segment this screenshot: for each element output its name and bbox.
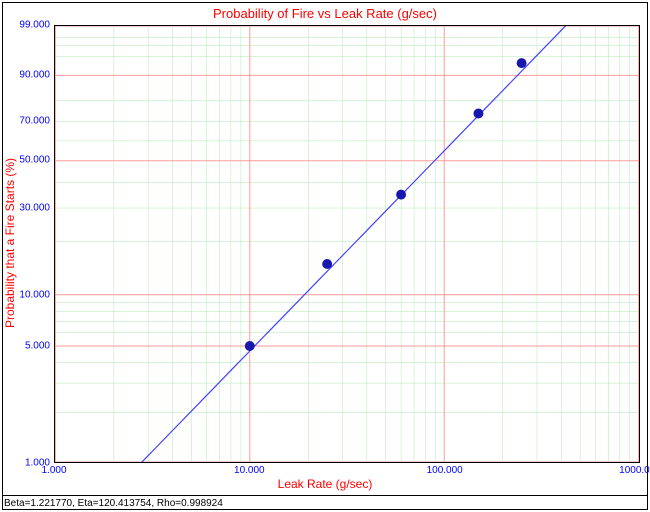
y-tick-label: 90.000 — [10, 69, 50, 80]
footer-divider — [2, 495, 648, 496]
y-tick-label: 10.000 — [10, 290, 50, 301]
x-tick-label: 1000.000 — [619, 465, 650, 476]
y-tick-label: 1.000 — [10, 458, 50, 469]
chart-title: Probability of Fire vs Leak Rate (g/sec) — [0, 6, 650, 21]
y-tick-label: 5.000 — [10, 341, 50, 352]
x-axis-label: Leak Rate (g/sec) — [0, 477, 650, 491]
plot-svg — [55, 26, 639, 462]
y-tick-label: 50.000 — [10, 155, 50, 166]
y-tick-label: 99.000 — [10, 20, 50, 31]
x-tick-label: 100.000 — [427, 465, 463, 476]
footer-stats: Beta=1.221770, Eta=120.413754, Rho=0.998… — [4, 498, 223, 509]
x-tick-label: 10.000 — [234, 465, 265, 476]
y-tick-label: 70.000 — [10, 115, 50, 126]
plot-area — [54, 25, 640, 463]
y-tick-label: 30.000 — [10, 202, 50, 213]
y-axis-label: Probability that a Fire Starts (%) — [3, 143, 17, 343]
